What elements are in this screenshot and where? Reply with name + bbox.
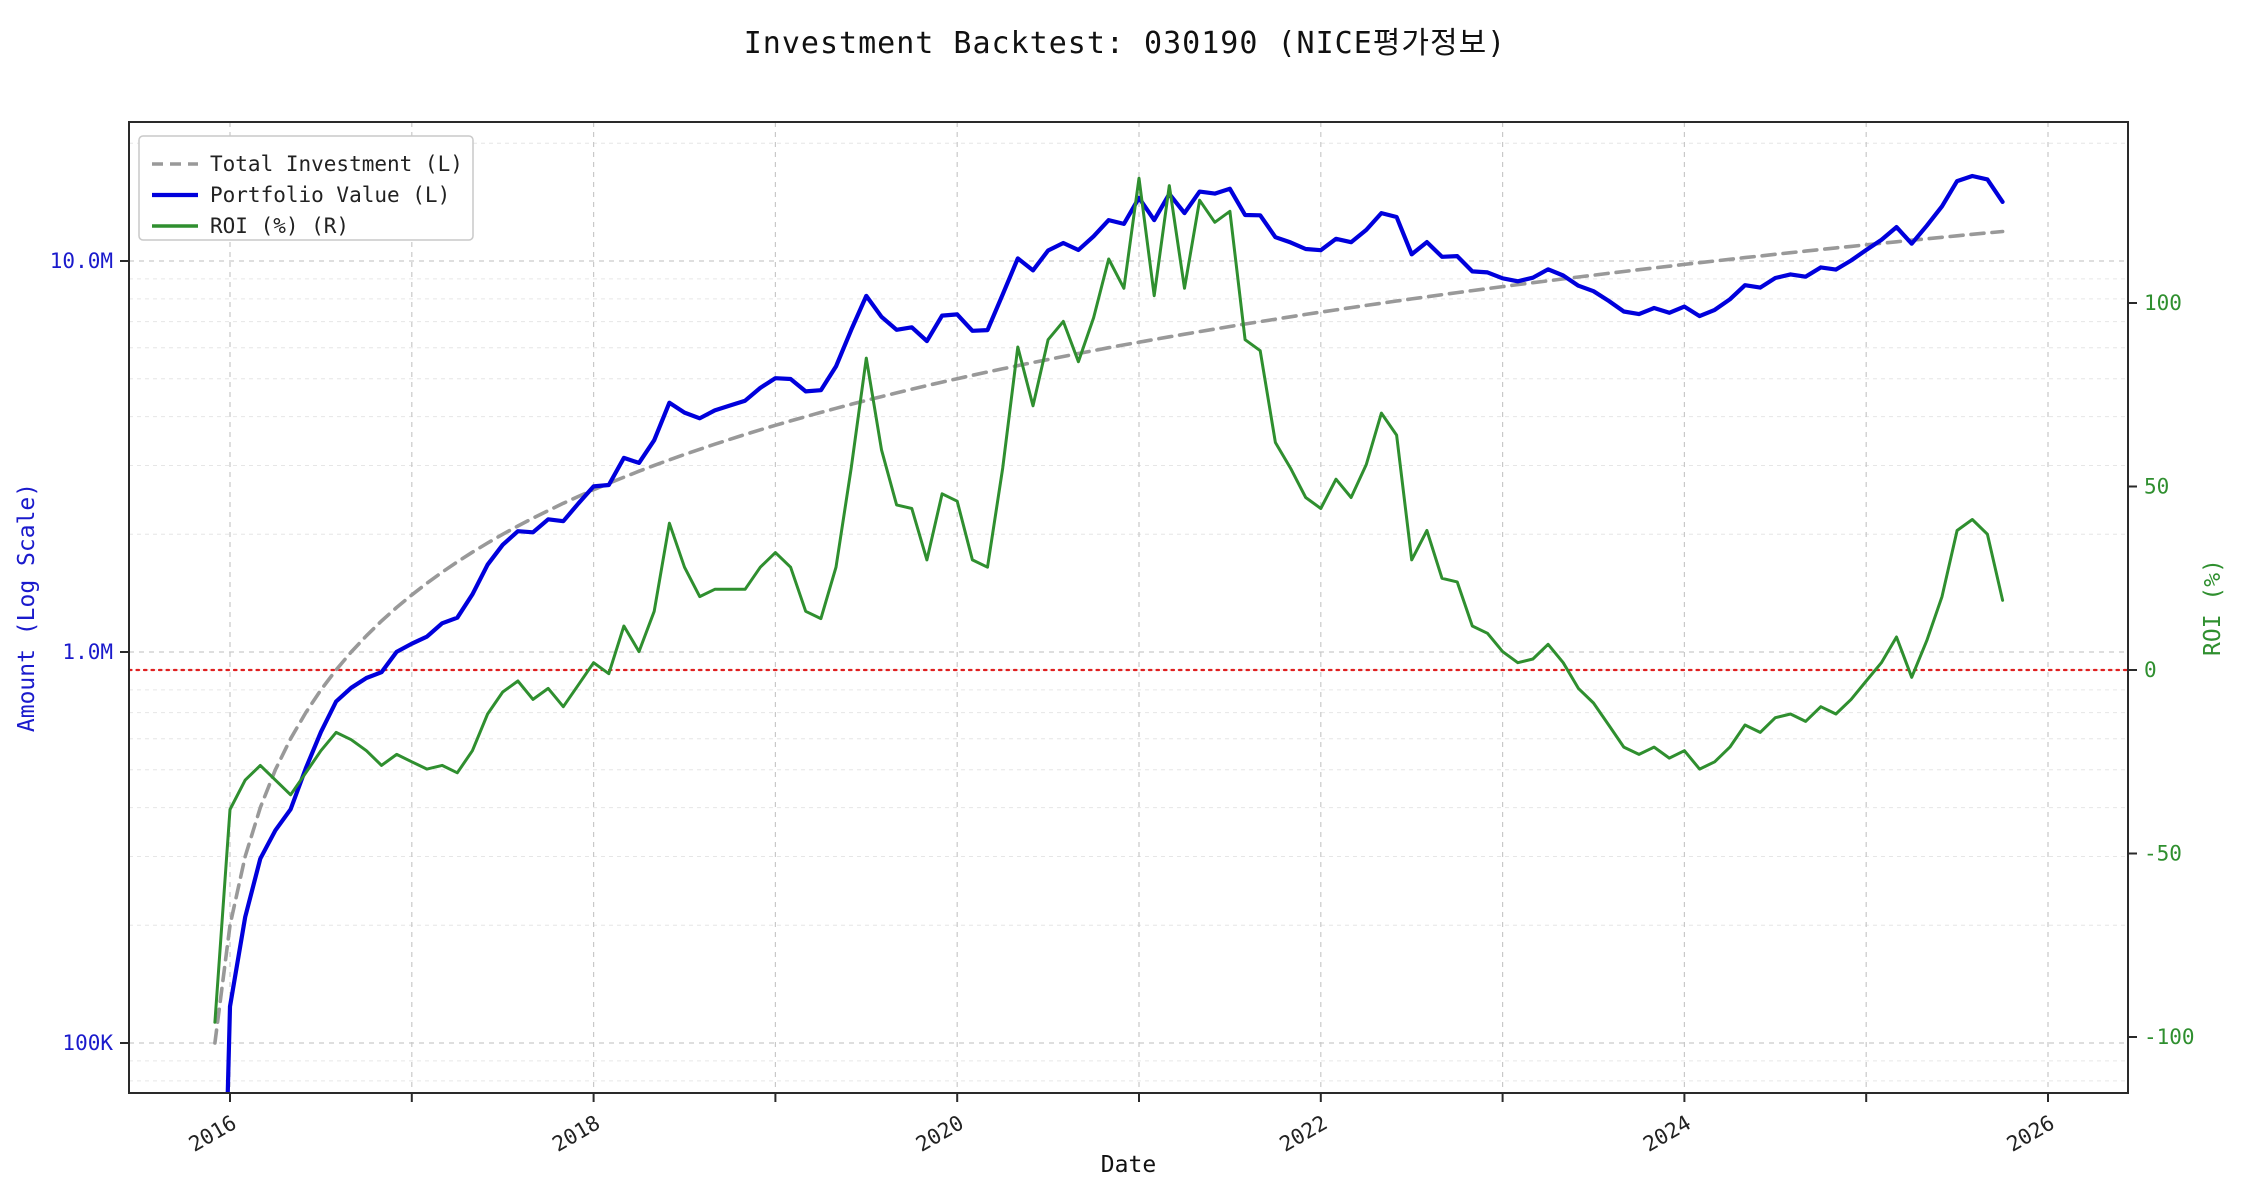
- gridlines: [129, 122, 2128, 1093]
- left-tick-label: 1.0M: [62, 640, 113, 664]
- right-tick-label: 100: [2144, 291, 2182, 315]
- bottom-tick-label: 2018: [548, 1111, 604, 1157]
- bottom-tick-label: 2020: [912, 1111, 968, 1157]
- axis-ticks: 100K 1.0M 10.0M -100 -50 0 50 100 2016 2018 2020 20…: [50, 249, 2195, 1157]
- total-investment-line: [213, 229, 2005, 1045]
- plot-border: [128, 121, 2129, 1094]
- right-axis-title: ROI (%): [2200, 559, 2226, 656]
- legend-box: [138, 135, 474, 241]
- left-tick-label: 100K: [62, 1031, 113, 1055]
- left-tick-label: 10.0M: [50, 249, 113, 273]
- left-axis-title: Amount (Log Scale): [14, 483, 40, 732]
- right-tick-label: -100: [2144, 1025, 2195, 1049]
- portfolio-value-line: [225, 173, 2005, 1093]
- bottom-tick-label: 2022: [1275, 1111, 1331, 1157]
- roi-line: [213, 176, 2005, 1024]
- right-tick-label: -50: [2144, 842, 2182, 866]
- legend: Total Investment (L) Portfolio Value (L) R…: [138, 135, 474, 241]
- right-tick-label: 0: [2144, 658, 2157, 682]
- bottom-tick-label: 2026: [2003, 1111, 2059, 1157]
- bottom-tick-label: 2016: [185, 1111, 241, 1157]
- x-axis-title: Date: [1101, 1152, 1156, 1178]
- legend-label: Total Investment (L): [210, 152, 463, 176]
- bottom-tick-label: 2024: [1639, 1111, 1695, 1157]
- right-tick-label: 50: [2144, 475, 2169, 499]
- chart-title: Investment Backtest: 030190 (NICE평가정보): [743, 26, 1507, 61]
- legend-label: Portfolio Value (L): [210, 183, 450, 207]
- series-lines: [213, 173, 2005, 1093]
- legend-label: ROI (%) (R): [210, 214, 349, 238]
